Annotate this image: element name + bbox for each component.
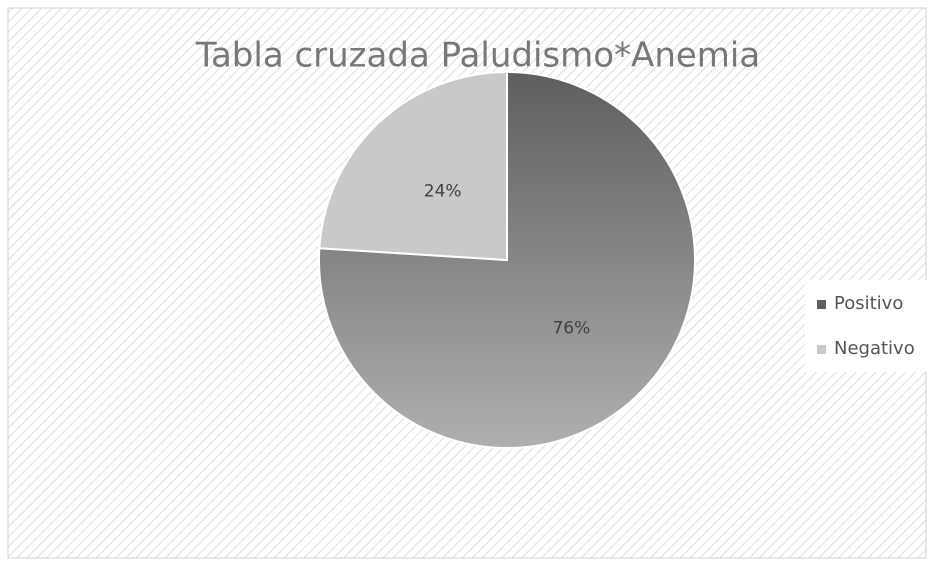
- data-label: 24%: [424, 181, 462, 201]
- legend-box: [805, 280, 929, 372]
- legend-label: Negativo: [834, 338, 915, 359]
- legend-swatch: [817, 300, 826, 309]
- data-label: 76%: [552, 319, 590, 339]
- pie-slice: [318, 70, 508, 262]
- legend-label: Positivo: [834, 293, 903, 314]
- legend-swatch: [817, 345, 826, 354]
- chart-title: Tabla cruzada Paludismo*Anemia: [195, 36, 760, 76]
